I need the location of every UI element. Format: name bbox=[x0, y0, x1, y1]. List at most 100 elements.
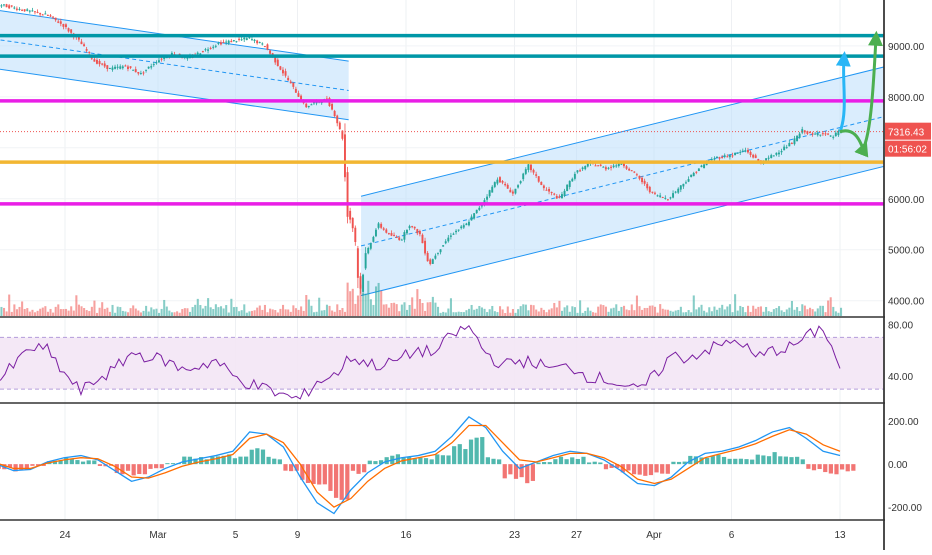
candle-body-120 bbox=[289, 81, 292, 84]
candle-body-188 bbox=[465, 223, 468, 226]
volume-bar-258 bbox=[646, 307, 649, 316]
macd-tick-0: 200.00 bbox=[888, 417, 919, 428]
volume-bar-202 bbox=[501, 309, 504, 316]
macd-hist-bar-21-1 bbox=[339, 464, 344, 500]
candle-body-239 bbox=[597, 165, 600, 167]
candle-body-298 bbox=[749, 151, 752, 156]
volume-bar-12 bbox=[10, 311, 13, 316]
volume-bar-231 bbox=[576, 312, 579, 316]
volume-bar-20 bbox=[31, 309, 34, 316]
volume-bar-124 bbox=[300, 306, 303, 316]
candle-body-244 bbox=[610, 166, 613, 168]
volume-bar-273 bbox=[685, 312, 688, 316]
time-tick-4: 16 bbox=[400, 530, 412, 541]
macd-hist-bar-35-1 bbox=[575, 458, 580, 465]
volume-bar-252 bbox=[630, 304, 633, 316]
macd-hist-bar-43-1 bbox=[710, 456, 715, 465]
time-tick-7: Apr bbox=[646, 530, 662, 541]
candle-body-241 bbox=[602, 166, 605, 168]
volume-bar-228 bbox=[568, 311, 571, 316]
volume-bar-119 bbox=[287, 309, 290, 316]
volume-bar-220 bbox=[548, 309, 551, 316]
macd-hist-bar-17-2 bbox=[277, 459, 282, 465]
macd-hist-bar-41-1 bbox=[676, 461, 682, 465]
macd-hist-bar-16-1 bbox=[255, 448, 260, 465]
candle-body-112 bbox=[269, 50, 272, 54]
macd-hist-bar-48-2 bbox=[800, 459, 805, 465]
candle-body-279 bbox=[700, 165, 703, 168]
volume-bar-33 bbox=[65, 308, 68, 316]
volume-bar-193 bbox=[478, 305, 481, 316]
candle-body-146 bbox=[356, 248, 359, 278]
volume-bar-329 bbox=[829, 297, 832, 316]
volume-bar-147 bbox=[359, 284, 362, 316]
volume-bar-135 bbox=[328, 305, 331, 316]
candle-body-175 bbox=[431, 259, 434, 264]
volume-bar-19 bbox=[28, 311, 31, 316]
macd-hist-bar-50-0 bbox=[823, 464, 828, 473]
volume-bar-45 bbox=[96, 312, 99, 316]
channel-lower-0 bbox=[0, 68, 349, 121]
macd-hist-bar-4-1 bbox=[52, 460, 58, 465]
candle-body-301 bbox=[757, 159, 760, 161]
candle-body-40 bbox=[83, 44, 86, 47]
volume-bar-140 bbox=[341, 307, 344, 316]
volume-bar-73 bbox=[168, 310, 171, 316]
volume-bar-214 bbox=[532, 305, 535, 316]
volume-bar-11 bbox=[8, 294, 11, 316]
projection-arrow-green-down bbox=[839, 129, 869, 158]
volume-bar-25 bbox=[44, 306, 47, 316]
price-tick-5: 4000.00 bbox=[888, 297, 925, 308]
candle-body-56 bbox=[124, 65, 127, 67]
volume-bar-136 bbox=[331, 310, 334, 316]
macd-hist-bar-7-0 bbox=[97, 464, 103, 466]
volume-bar-322 bbox=[811, 309, 814, 316]
macd-hist-bar-50-2 bbox=[834, 464, 839, 475]
candle-body-38 bbox=[77, 37, 80, 40]
candle-body-10 bbox=[5, 4, 8, 8]
price-pane bbox=[0, 3, 884, 316]
candle-body-47 bbox=[101, 63, 104, 65]
volume-bar-83 bbox=[194, 304, 197, 316]
volume-bar-219 bbox=[545, 312, 548, 316]
macd-hist-bar-32-0 bbox=[519, 464, 524, 478]
macd-hist-bar-38-2 bbox=[631, 464, 637, 475]
candle-body-172 bbox=[424, 240, 427, 254]
candle-body-240 bbox=[599, 164, 602, 166]
candle-body-255 bbox=[638, 175, 641, 179]
volume-bar-108 bbox=[258, 305, 261, 316]
volume-bar-133 bbox=[323, 310, 326, 316]
volume-bar-272 bbox=[682, 312, 685, 316]
candle-body-283 bbox=[710, 159, 713, 161]
macd-hist-bar-28-2 bbox=[463, 449, 468, 465]
volume-bar-9 bbox=[3, 307, 6, 316]
candle-body-11 bbox=[8, 5, 11, 9]
volume-bar-278 bbox=[697, 307, 700, 316]
macd-hist-bar-10-2 bbox=[159, 464, 164, 469]
macd-hist-bar-49-2 bbox=[817, 464, 822, 470]
volume-bar-35 bbox=[70, 306, 73, 316]
macd-hist-bar-46-1 bbox=[761, 455, 766, 465]
volume-bar-227 bbox=[566, 305, 569, 316]
candle-body-99 bbox=[235, 41, 238, 43]
volume-bar-247 bbox=[617, 310, 620, 316]
volume-bar-100 bbox=[238, 311, 241, 316]
volume-bar-43 bbox=[90, 306, 93, 316]
volume-bar-152 bbox=[372, 304, 375, 316]
volume-bar-31 bbox=[59, 309, 62, 316]
volume-bar-150 bbox=[367, 280, 370, 316]
volume-bar-314 bbox=[790, 300, 793, 316]
candle-body-95 bbox=[225, 41, 228, 43]
candle-body-247 bbox=[617, 162, 620, 167]
candle-body-260 bbox=[651, 191, 654, 193]
candle-body-205 bbox=[509, 189, 512, 193]
volume-bar-109 bbox=[261, 309, 264, 316]
candle-body-84 bbox=[196, 52, 199, 55]
candle-body-173 bbox=[426, 252, 429, 262]
macd-tick-2: -200.00 bbox=[888, 503, 922, 514]
candle-body-71 bbox=[163, 57, 166, 59]
candle-body-177 bbox=[437, 252, 439, 254]
volume-bar-179 bbox=[442, 311, 445, 316]
